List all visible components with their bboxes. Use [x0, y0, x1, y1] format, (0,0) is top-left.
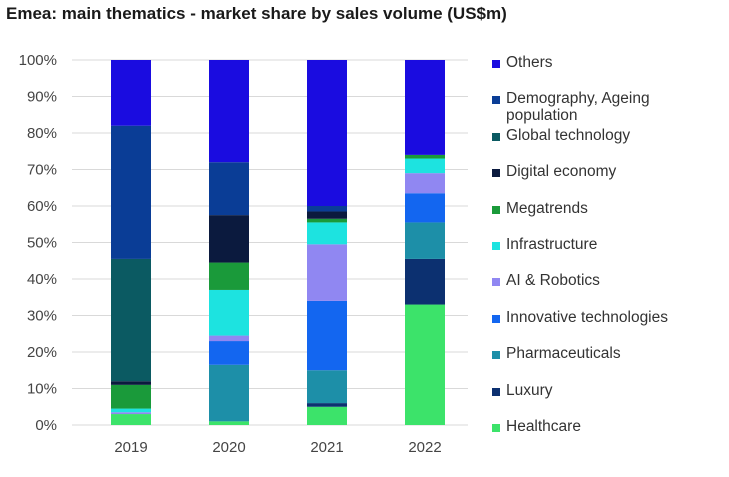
bar-segment — [209, 289, 249, 336]
y-tick-label: 40% — [27, 271, 57, 288]
legend-swatch — [492, 387, 500, 396]
x-tick-label: 2021 — [310, 439, 343, 456]
legend-swatch — [492, 424, 500, 432]
y-tick-label: 60% — [27, 198, 57, 215]
legend-item: Digital economy — [492, 163, 711, 180]
legend-swatch — [492, 314, 500, 323]
legend-swatch — [492, 60, 500, 68]
bar-segment — [307, 60, 347, 206]
bar-segment — [111, 384, 151, 409]
legend-swatch — [492, 132, 500, 141]
legend-label: Demography, Ageing population — [506, 90, 650, 125]
bar-segment — [111, 60, 151, 126]
bar-segment — [111, 408, 151, 413]
legend-label: Digital economy — [506, 163, 617, 181]
x-tick-label: 2020 — [212, 439, 245, 456]
bar-segment — [307, 406, 347, 425]
bar-segment — [405, 158, 445, 174]
bar-segment — [307, 218, 347, 223]
bar-segment — [405, 258, 445, 305]
legend-item: Megatrends — [492, 200, 711, 217]
legend-swatch — [492, 351, 500, 360]
bar-segment — [111, 258, 151, 382]
chart-title: Emea: main thematics - market share by s… — [6, 4, 507, 23]
legend-swatch — [492, 169, 500, 178]
bar-segment — [307, 403, 347, 407]
bar-segment — [209, 335, 249, 342]
legend-label: Global technology — [506, 126, 631, 144]
legend-label: Others — [506, 54, 553, 71]
legend-label: Infrastructure — [506, 236, 598, 253]
bar-segment — [405, 193, 445, 223]
y-tick-label: 30% — [27, 308, 57, 325]
bar-segment — [209, 60, 249, 163]
x-tick-label: 2022 — [408, 439, 441, 456]
legend-item: AI & Robotics — [492, 272, 711, 289]
legend-item: Pharmaceuticals — [492, 345, 711, 362]
bar-segment — [405, 154, 445, 159]
legend-label: Megatrends — [506, 199, 588, 217]
legend-swatch — [492, 205, 500, 214]
bar-segment — [307, 244, 347, 301]
bar-segment — [209, 421, 249, 425]
bar-segment — [209, 215, 249, 263]
y-tick-label: 50% — [27, 235, 57, 252]
legend-item: Others — [492, 54, 711, 71]
bar-segment — [209, 162, 249, 216]
y-tick-label: 0% — [35, 417, 57, 434]
bar-segment — [405, 222, 445, 259]
bar-segment — [405, 60, 445, 155]
legend-label: Luxury — [506, 381, 553, 399]
bar-segment — [111, 414, 151, 425]
legend-label: AI & Robotics — [506, 272, 600, 290]
legend-swatch — [492, 278, 500, 287]
bar-segment — [209, 341, 249, 365]
y-tick-label: 100% — [19, 52, 57, 69]
legend-label: Healthcare — [506, 418, 581, 435]
y-tick-label: 80% — [27, 125, 57, 142]
legend-item: Luxury — [492, 382, 711, 399]
bar-segment — [111, 412, 151, 415]
bar-segment — [307, 222, 347, 245]
bar-segment — [405, 173, 445, 194]
bar-segment — [209, 364, 249, 422]
y-tick-label: 20% — [27, 344, 57, 361]
bar-segment — [307, 370, 347, 404]
bar-segment — [307, 211, 347, 219]
legend-item: Global technology — [492, 127, 711, 144]
x-tick-label: 2019 — [114, 439, 147, 456]
y-tick-label: 90% — [27, 89, 57, 106]
legend-label: Innovative technologies — [506, 308, 669, 326]
bar-segment — [307, 300, 347, 371]
bar-segment — [405, 304, 445, 425]
bar-segment — [307, 206, 347, 212]
bar-segment — [209, 262, 249, 290]
bar-segment — [111, 125, 151, 259]
bar-segment — [111, 381, 151, 385]
legend-label: Pharmaceuticals — [506, 345, 621, 363]
legend-item: Healthcare — [492, 418, 711, 435]
legend-item: Innovative technologies — [492, 309, 711, 326]
legend-swatch — [492, 242, 500, 250]
y-tick-label: 70% — [27, 162, 57, 179]
legend-item: Demography, Ageing population — [492, 90, 711, 124]
y-tick-label: 10% — [27, 381, 57, 398]
legend-item: Infrastructure — [492, 236, 711, 253]
legend-swatch — [492, 96, 500, 105]
